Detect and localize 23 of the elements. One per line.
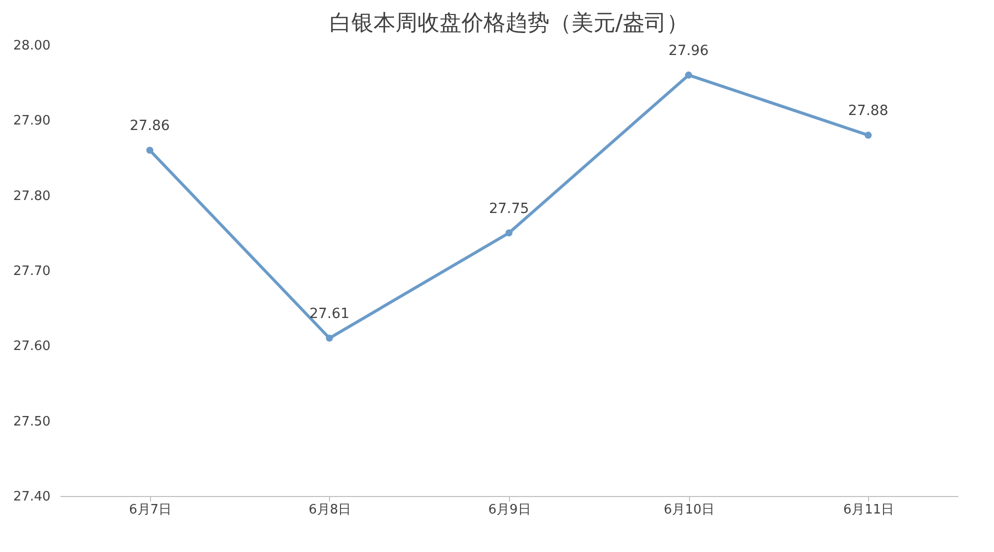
data-label: 27.86 — [130, 118, 170, 134]
y-tick-label: 27.70 — [13, 264, 50, 279]
y-tick-label: 27.80 — [13, 188, 50, 204]
data-label: 27.61 — [309, 306, 350, 322]
data-label: 27.88 — [848, 103, 888, 120]
x-tick-label: 6月10日 — [664, 502, 715, 518]
data-label: 27.96 — [668, 43, 709, 60]
y-tick-label: 27.60 — [13, 339, 50, 354]
y-tick-label: 27.90 — [13, 114, 50, 129]
x-tick-label: 6月7日 — [129, 502, 172, 518]
y-tick-label: 28.00 — [13, 38, 50, 54]
x-tick-label: 6月9日 — [488, 502, 531, 518]
data-label: 27.75 — [488, 200, 530, 217]
point — [864, 132, 872, 139]
y-tick-label: 27.50 — [13, 414, 50, 430]
x-tick-label: 6月8日 — [308, 502, 352, 518]
y-tick-label: 27.40 — [13, 490, 50, 504]
point — [505, 229, 513, 236]
x-tick-label: 6月11日 — [843, 502, 894, 518]
point — [685, 72, 692, 79]
point — [146, 146, 154, 154]
point — [326, 334, 333, 342]
chart-title: 白银本周收盘价格趋势（美元/盎司） — [329, 11, 689, 36]
